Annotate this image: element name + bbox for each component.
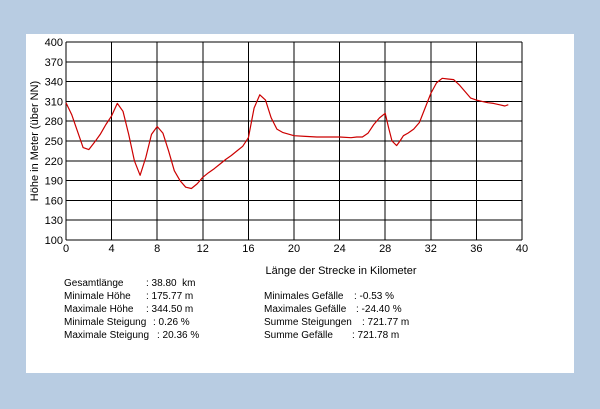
stat-label-max-slope: Maximale Steigung (64, 330, 150, 341)
stat-label-min-slope: Minimale Steigung (64, 317, 147, 328)
y-tick-label: 190 (45, 176, 63, 188)
elevation-profile-panel: 0 4 8 12 16 20 24 28 32 36 40 100 130 160 190 220 250 280… (26, 34, 574, 373)
y-tick-label: 100 (45, 235, 63, 247)
stat-value-max-descent: : -24.40 % (356, 304, 402, 315)
x-tick-label: 16 (242, 243, 254, 255)
stat-value-min-height: : 175.77 m (146, 291, 194, 302)
stat-label-sum-descent: Summe Gefälle (264, 330, 333, 341)
x-tick-label: 4 (109, 243, 115, 255)
y-tick-label: 310 (45, 96, 63, 108)
series-layer (65, 77, 509, 190)
stat-value-max-height: : 344.50 m (146, 304, 194, 315)
y-tick-label: 400 (45, 37, 63, 49)
stat-value-sum-descent: : 721.78 m (352, 330, 400, 341)
y-tick-label: 130 (45, 215, 63, 227)
stat-label-total-length: Gesamtlänge (64, 278, 124, 289)
stat-label-min-descent: Minimales Gefälle (264, 291, 344, 302)
stat-label-max-descent: Maximales Gefälle (264, 304, 347, 315)
x-tick-label: 32 (425, 243, 437, 255)
x-tick-label: 28 (379, 243, 391, 255)
x-tick-label: 12 (197, 243, 209, 255)
x-axis-label: Länge der Strecke in Kilometer (265, 265, 416, 277)
stat-value-min-slope: : 0.26 % (153, 317, 190, 328)
y-tick-label: 340 (45, 77, 63, 89)
y-tick-label: 250 (45, 136, 63, 148)
x-tick-label: 0 (63, 243, 69, 255)
chart-grid (65, 41, 523, 241)
x-tick-label: 40 (516, 243, 528, 255)
stat-label-max-height: Maximale Höhe (64, 304, 134, 315)
stat-value-sum-ascent: : 721.77 m (362, 317, 410, 328)
y-tick-label: 280 (45, 116, 63, 128)
stat-value-max-slope: : 20.36 % (157, 330, 200, 341)
y-axis-label: Höhe in Meter (über NN) (29, 81, 41, 201)
x-tick-label: 36 (470, 243, 482, 255)
x-tick-label: 20 (288, 243, 300, 255)
tick-labels: 0 4 8 12 16 20 24 28 32 36 40 100 130 160 190 220 250 280… (45, 37, 528, 255)
y-tick-label: 220 (45, 156, 63, 168)
x-tick-label: 8 (154, 243, 160, 255)
elevation-chart: 0 4 8 12 16 20 24 28 32 36 40 100 130 160 190 220 250 280… (29, 37, 528, 277)
x-tick-label: 24 (333, 243, 345, 255)
y-tick-label: 160 (45, 195, 63, 207)
elevation-series-line (65, 77, 509, 190)
stat-label-min-height: Minimale Höhe (64, 291, 131, 302)
stat-value-total-length: : 38.80 km (146, 278, 196, 289)
stat-value-min-descent: : -0.53 % (354, 291, 395, 302)
y-tick-label: 370 (45, 57, 63, 69)
stat-label-sum-ascent: Summe Steigungen (264, 317, 352, 328)
